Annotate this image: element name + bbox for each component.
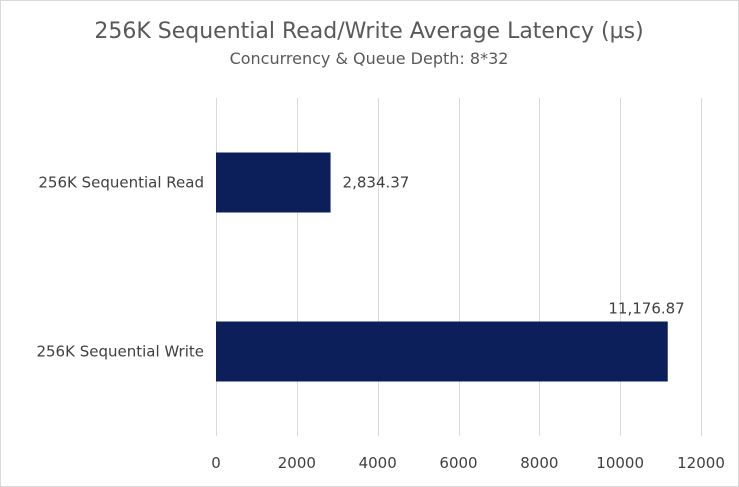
x-tick-label: 10000: [596, 454, 644, 472]
chart-subtitle: Concurrency & Queue Depth: 8*32: [230, 49, 509, 68]
x-tick-label: 6000: [439, 454, 477, 472]
bars: [216, 152, 668, 382]
x-tick-label: 8000: [520, 454, 558, 472]
x-tick-label: 0: [211, 454, 221, 472]
gridlines: [216, 98, 702, 436]
data-label: 11,176.87: [608, 300, 684, 318]
category-labels: 256K Sequential Read 256K Sequential Writ…: [36, 174, 204, 361]
data-label: 2,834.37: [343, 174, 410, 192]
chart-title: 256K Sequential Read/Write Average Laten…: [94, 19, 643, 44]
x-tick-label: 4000: [359, 454, 397, 472]
category-label: 256K Sequential Read: [38, 174, 204, 192]
x-tick-label: 2000: [278, 454, 316, 472]
bar-1: [216, 321, 668, 382]
data-labels: 2,834.37 11,176.87: [343, 174, 685, 318]
bar-0: [216, 152, 331, 213]
x-tick-labels: 0 2000 4000 6000 8000 10000 12000: [211, 454, 725, 472]
category-label: 256K Sequential Write: [36, 343, 204, 361]
x-tick-label: 12000: [677, 454, 725, 472]
